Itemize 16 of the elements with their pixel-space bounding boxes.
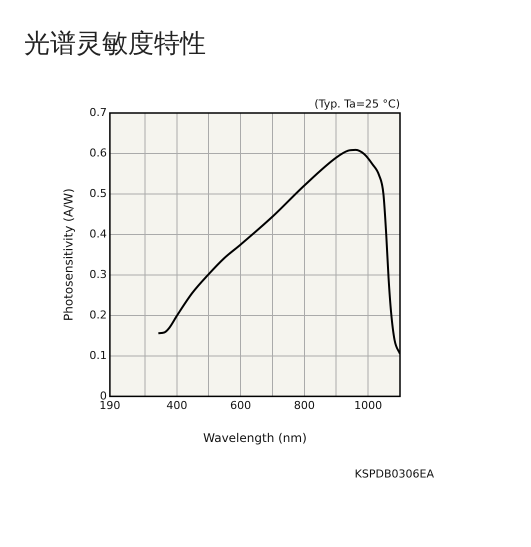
text: KSPDB0306EA: [354, 467, 434, 480]
y-tick-label: 0.6: [89, 146, 107, 160]
y-tick-label: 0.7: [89, 106, 107, 119]
y-tick-label: 0.5: [89, 186, 107, 200]
y-axis-title: Photosensitivity (A/W): [61, 188, 76, 322]
y-tick-label: 0.4: [89, 227, 107, 240]
text: (Typ. Ta=25 °C): [314, 97, 400, 110]
y-tick-label: 0.2: [89, 308, 107, 322]
x-tick-label: 1000: [354, 398, 382, 412]
y-tick-label: 0.1: [89, 348, 107, 362]
x-tick-label: 600: [230, 398, 252, 412]
chart-title: 光谱灵敏度特性: [24, 28, 206, 61]
y-tick-label: 0.3: [89, 268, 107, 281]
x-tick-label: 400: [166, 398, 188, 412]
x-tick-label: 800: [294, 398, 315, 412]
x-axis-title: Wavelength (nm): [203, 430, 307, 445]
